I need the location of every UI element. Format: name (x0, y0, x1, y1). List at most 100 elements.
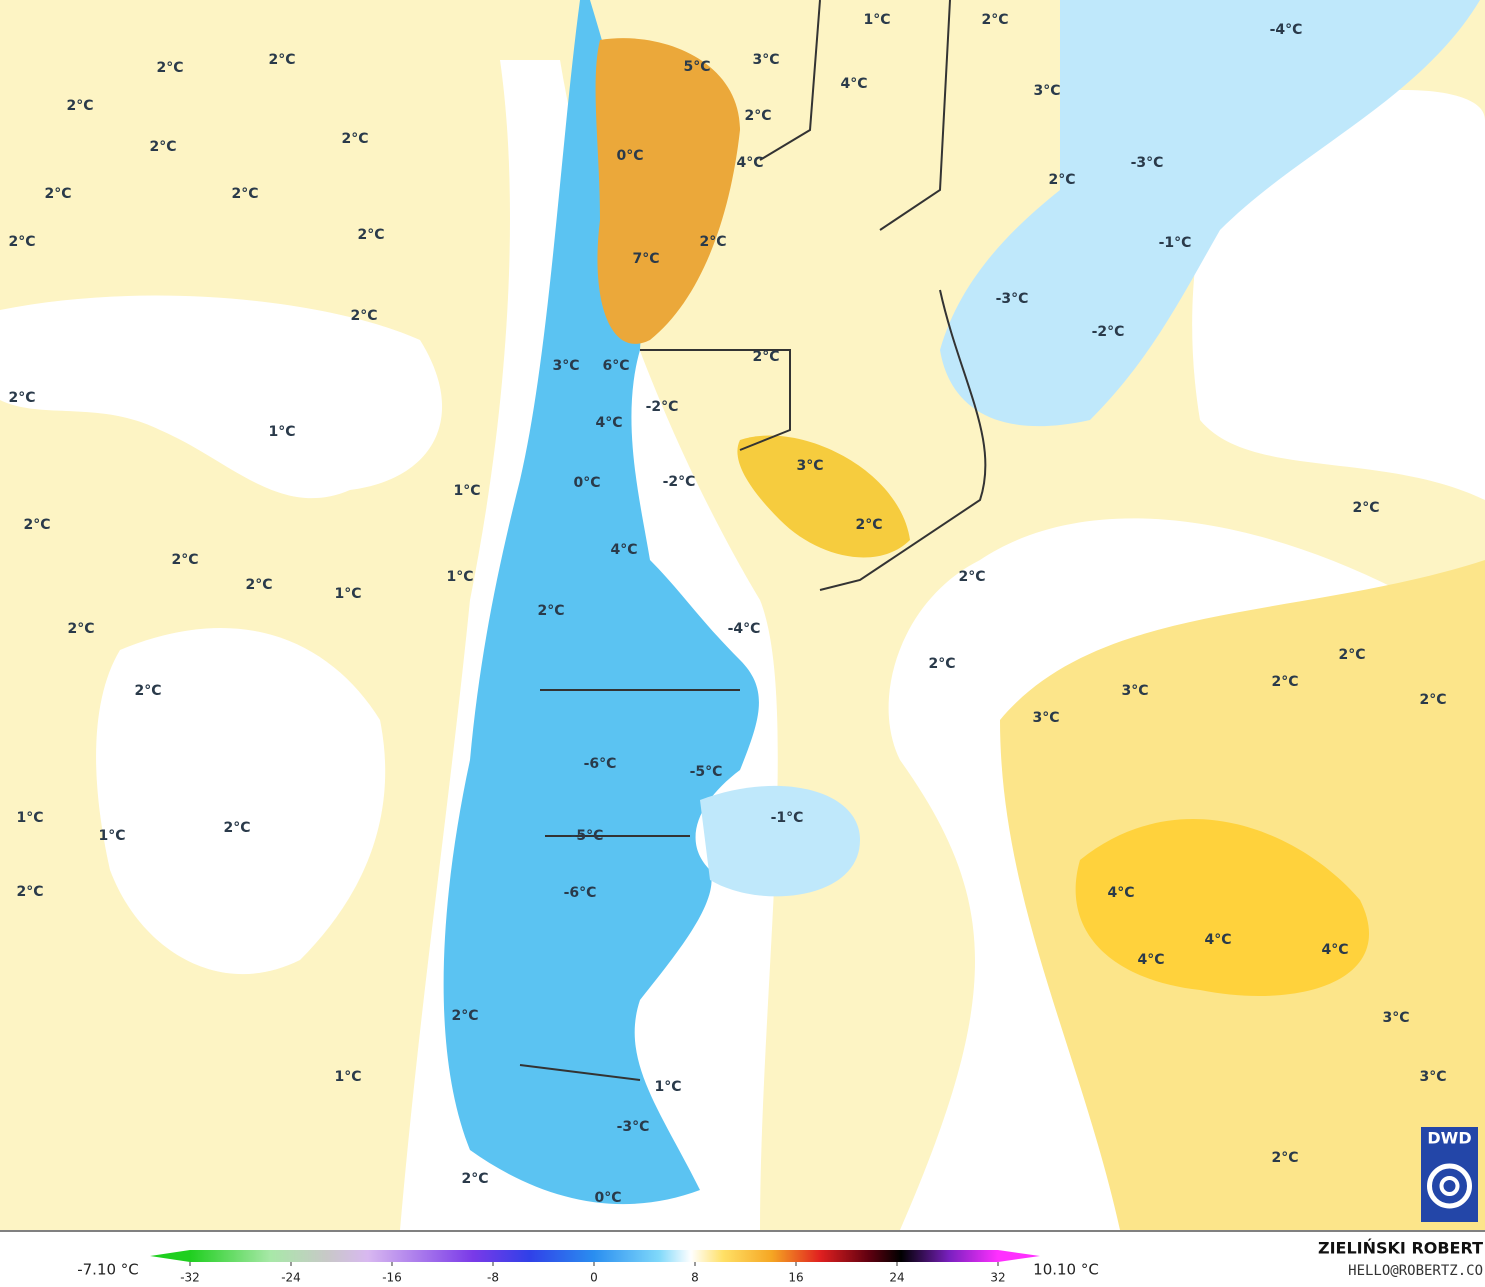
colorbar-tick-label: -8 (487, 1271, 499, 1285)
colorbar-tick-label: -16 (382, 1271, 402, 1285)
temperature-label: 2°C (1419, 692, 1446, 708)
border (519, 0, 987, 1081)
colorbar-tick-label: 32 (990, 1271, 1005, 1285)
colorbar-tick-label: -32 (180, 1271, 200, 1285)
max-value: 10.10 °C (1033, 1261, 1099, 1279)
temperature-label: 2°C (350, 308, 377, 324)
temperature-label: -4°C (1270, 22, 1303, 38)
email: HELLO@ROBERTZ.CO (1348, 1263, 1483, 1279)
temperature-label: 2°C (928, 656, 955, 672)
logo: DWD (1421, 1127, 1478, 1222)
temperature-label: 2°C (341, 131, 368, 147)
colorbar-tick-label: -24 (281, 1271, 301, 1285)
temperature-label: -2°C (1092, 324, 1125, 340)
colorbar-bar (190, 1250, 998, 1262)
temperature-label: 2°C (744, 108, 771, 124)
map (0, 0, 1485, 1230)
temperature-label: 2°C (16, 884, 43, 900)
temperature-label: 2°C (171, 552, 198, 568)
warm-area (595, 38, 740, 344)
temperature-label: 2°C (981, 12, 1008, 28)
temperature-label: -6°C (564, 885, 597, 901)
temperature-label: 2°C (1271, 1150, 1298, 1166)
temperature-label: 3°C (1032, 710, 1059, 726)
temperature-label: -2°C (663, 474, 696, 490)
author: ZIELIŃSKI ROBERT (1318, 1239, 1483, 1258)
temperature-label: 2°C (245, 577, 272, 593)
temperature-label: 1°C (16, 810, 43, 826)
temperature-label: 3°C (752, 52, 779, 68)
colorbar-tick-label: 24 (889, 1271, 904, 1285)
temperature-label: 3°C (1382, 1010, 1409, 1026)
temperature-label: 4°C (595, 415, 622, 431)
temperature-label: -3°C (996, 291, 1029, 307)
temperature-label: 2°C (8, 234, 35, 250)
temperature-label: 2°C (8, 390, 35, 406)
temperature-label: 2°C (223, 820, 250, 836)
temperature-label: 0°C (573, 475, 600, 491)
temperature-label: 1°C (863, 12, 890, 28)
cold-area (940, 0, 1480, 427)
temperature-label: 1°C (268, 424, 295, 440)
temperature-label: -3°C (617, 1119, 650, 1135)
temperature-label: 2°C (156, 60, 183, 76)
temperature-label: 2°C (1271, 674, 1298, 690)
temperature-label: 2°C (461, 1171, 488, 1187)
colorbar-tick-label: 0 (590, 1271, 598, 1285)
temperature-label: 3°C (1033, 83, 1060, 99)
temperature-label: -1°C (771, 810, 804, 826)
temperature-label: 4°C (736, 155, 763, 171)
temperature-label: 2°C (699, 234, 726, 250)
neutral-area (96, 627, 386, 975)
temperature-label: -3°C (1131, 155, 1164, 171)
temperature-label: 2°C (1338, 647, 1365, 663)
temperature-label: 1°C (334, 586, 361, 602)
temperature-label: -4°C (728, 621, 761, 637)
colorbar-tick-label: 8 (691, 1271, 699, 1285)
temperature-label: 2°C (44, 186, 71, 202)
temperature-label: 6°C (602, 358, 629, 374)
temperature-label: 2°C (752, 349, 779, 365)
temperature-label: 1°C (98, 828, 125, 844)
temperature-label: -5°C (571, 828, 604, 844)
warm-area (1075, 819, 1370, 996)
logo-text: DWD (1427, 1129, 1471, 1148)
temperature-label: 3°C (552, 358, 579, 374)
temperature-label: 1°C (654, 1079, 681, 1095)
temperature-label: 2°C (66, 98, 93, 114)
temperature-label: 2°C (67, 621, 94, 637)
temperature-label: 2°C (134, 683, 161, 699)
temperature-label: 2°C (149, 139, 176, 155)
cold-area (700, 785, 860, 897)
temperature-label: 7°C (632, 251, 659, 267)
temperature-label: 0°C (616, 148, 643, 164)
temperature-label: 3°C (1419, 1069, 1446, 1085)
temperature-label: 2°C (268, 52, 295, 68)
temperature-label: 4°C (610, 542, 637, 558)
temperature-label: 4°C (1204, 932, 1231, 948)
logo-swirl (1427, 1163, 1472, 1209)
temperature-label: 1°C (334, 1069, 361, 1085)
colorbar-arrow (998, 1250, 1040, 1262)
temperature-label: 4°C (1321, 942, 1348, 958)
temperature-label: 4°C (840, 76, 867, 92)
temperature-label: 0°C (594, 1190, 621, 1206)
temperature-label: 2°C (451, 1008, 478, 1024)
colorbar: -7.10 °C 10.10 °C -32 -24 -16 -8 0 8 16 24 32 (77, 1250, 1099, 1285)
temperature-label: 2°C (855, 517, 882, 533)
temperature-label: -1°C (1159, 235, 1192, 251)
temperature-label: 2°C (231, 186, 258, 202)
temperature-label: 1°C (453, 483, 480, 499)
warm-area (737, 435, 910, 558)
temperature-label: 5°C (683, 59, 710, 75)
colorbar-tick-label: 16 (788, 1271, 803, 1285)
temperature-label: -6°C (584, 756, 617, 772)
temperature-label: 3°C (796, 458, 823, 474)
temperature-label: 2°C (1352, 500, 1379, 516)
temperature-label: 2°C (537, 603, 564, 619)
logo-swirl (1439, 1176, 1460, 1196)
cold-area (443, 0, 759, 1205)
temperature-label: 3°C (1121, 683, 1148, 699)
temperature-label: 2°C (23, 517, 50, 533)
